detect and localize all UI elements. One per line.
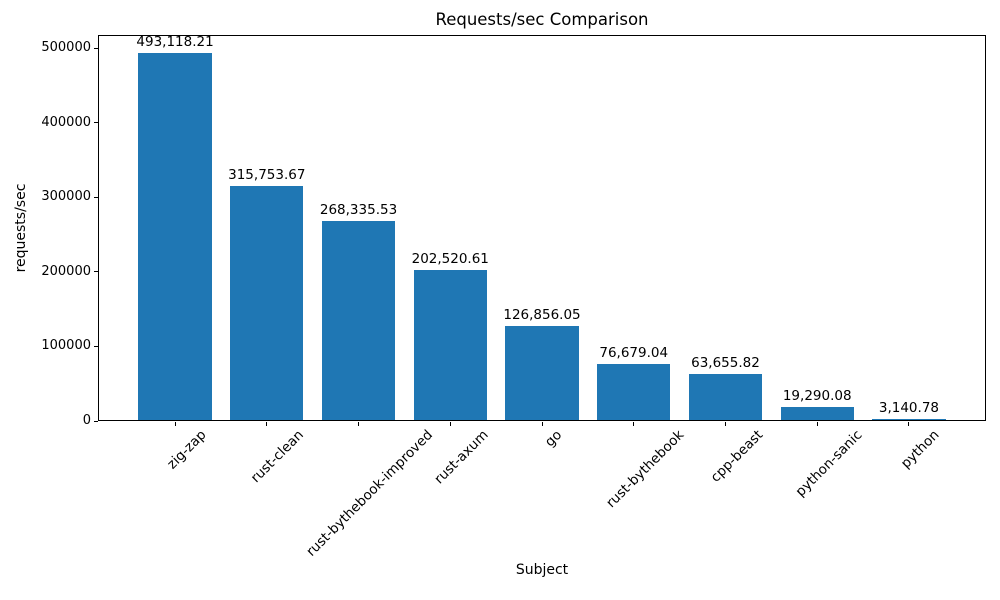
y-tick-mark: [94, 122, 98, 124]
y-tick-label: 200000: [41, 263, 91, 279]
x-tick-mark: [724, 422, 726, 426]
y-tick-label: 300000: [41, 189, 91, 205]
y-tick-mark: [94, 420, 98, 422]
y-tick-label: 400000: [41, 114, 91, 130]
x-tick-label: rust-axum: [431, 427, 492, 488]
bar: [321, 220, 396, 421]
y-tick-mark: [94, 271, 98, 273]
x-tick-mark: [816, 422, 818, 426]
bar-value-label: 202,520.61: [411, 251, 489, 268]
x-tick-label: python-sanic: [792, 427, 866, 500]
x-tick-mark: [541, 422, 543, 426]
x-tick-mark: [449, 422, 451, 426]
bar: [505, 326, 579, 421]
bar-value-label: 493,118.21: [136, 34, 214, 51]
y-tick-mark: [94, 47, 98, 49]
y-tick-label: 0: [82, 413, 91, 428]
x-tick-label: zig-zap: [163, 427, 210, 473]
x-tick-label: cpp-beast: [707, 427, 767, 486]
y-tick-label: 100000: [41, 338, 91, 354]
y-tick-mark: [94, 345, 98, 347]
bar-value-label: 3,140.78: [878, 399, 939, 416]
x-tick-mark: [174, 422, 176, 426]
bar: [780, 406, 854, 421]
bar: [872, 418, 946, 421]
x-tick-label: go: [541, 427, 565, 451]
bar: [688, 373, 763, 421]
y-axis-label: requests/sec: [13, 183, 29, 273]
y-tick-label: 500000: [41, 40, 91, 56]
x-tick-mark: [358, 422, 360, 426]
bar-value-label: 315,753.67: [228, 166, 306, 183]
bar: [138, 53, 212, 421]
bar-value-label: 76,679.04: [599, 344, 669, 361]
x-tick-label: rust-bythebook: [602, 427, 688, 512]
x-axis-label: Subject: [515, 562, 569, 578]
x-tick-label: python: [898, 427, 943, 472]
chart-title: Requests/sec Comparison: [435, 10, 649, 29]
y-tick-mark: [94, 196, 98, 198]
x-tick-label: rust-bythebook-improved: [303, 427, 436, 560]
bar: [413, 270, 487, 421]
bar-value-label: 126,856.05: [503, 307, 581, 324]
x-tick-label: rust-clean: [248, 427, 308, 487]
bar-value-label: 63,655.82: [691, 354, 760, 371]
bar-value-label: 268,335.53: [319, 201, 398, 218]
x-tick-mark: [266, 422, 268, 426]
bar-value-label: 19,290.08: [782, 387, 852, 404]
x-tick-mark: [908, 422, 910, 426]
x-tick-mark: [633, 422, 635, 426]
bar: [230, 185, 304, 421]
bar: [597, 363, 671, 421]
